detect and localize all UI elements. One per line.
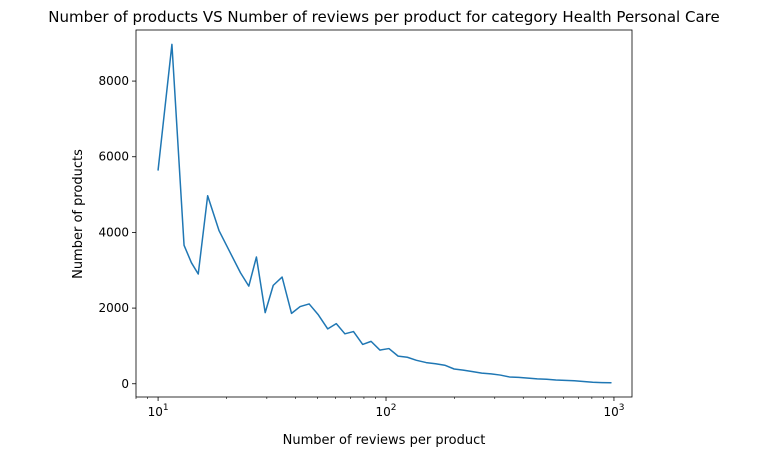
- plot-area-frame: [135, 29, 633, 398]
- y-tick-label: 2000: [98, 301, 129, 315]
- x-axis-ticks: 101 102 103: [148, 397, 624, 419]
- x-axis-minor-ticks: [135, 397, 604, 399]
- x-tick-label: 102: [376, 403, 397, 419]
- y-axis-ticks: 0 2000 4000 6000 8000: [98, 74, 136, 391]
- x-axis-label: Number of reviews per product: [283, 433, 486, 448]
- y-tick-label: 0: [121, 377, 129, 391]
- y-axis-label: Number of products: [71, 149, 86, 279]
- y-tick-label: 4000: [98, 225, 129, 239]
- y-tick-label: 8000: [98, 74, 129, 88]
- series-line: [157, 43, 612, 384]
- y-tick-label: 6000: [98, 150, 129, 164]
- chart-title: Number of products VS Number of reviews …: [48, 8, 719, 26]
- x-tick-label: 101: [148, 403, 169, 419]
- x-tick-label: 103: [603, 403, 624, 419]
